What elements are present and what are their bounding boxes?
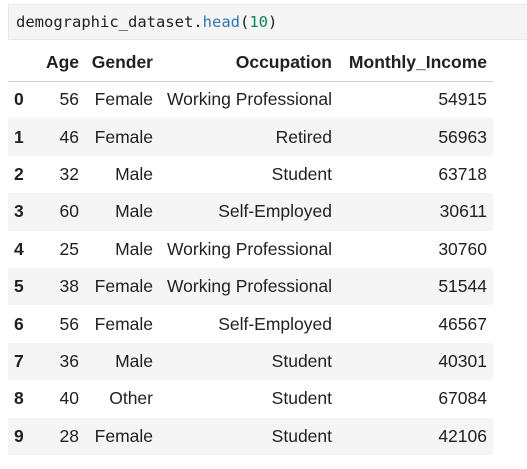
row-index: 4 [14,238,24,259]
cell-occupation: Working Professional [166,89,332,110]
index-column-header [8,45,36,82]
table-row: 4 25 Male Working Professional 30760 [8,231,493,268]
table-row: 5 38 Female Working Professional 51544 [8,267,493,306]
cell-gender: Female [94,313,153,334]
cell-occupation: Working Professional [166,276,332,297]
table-row: 8 40 Other Student 67084 [8,380,493,417]
code-object-name: demographic_dataset [16,13,194,31]
table-body: 0 56 Female Working Professional 54915 1 46 Fem… [8,81,493,455]
row-index: 5 [14,276,24,297]
cell-monthly-income: 56963 [438,126,487,147]
cell-gender: Female [94,425,153,446]
cell-age: 60 [59,201,79,222]
cell-monthly-income: 67084 [438,388,487,409]
cell-age: 56 [59,313,79,334]
cell-age: 38 [59,276,79,297]
row-index: 0 [14,89,24,110]
table-row: 7 36 Male Student 40301 [8,342,493,381]
row-index: 8 [14,388,24,409]
cell-monthly-income: 63718 [438,163,487,184]
table-row: 2 32 Male Student 63718 [8,156,493,193]
cell-age: 40 [59,388,79,409]
cell-occupation: Retired [275,126,332,147]
cell-age: 32 [59,163,79,184]
cell-gender: Female [94,89,153,110]
cell-gender: Male [115,201,153,222]
cell-monthly-income: 51544 [438,276,487,297]
cell-occupation: Self-Employed [218,201,332,222]
table-row: 6 56 Female Self-Employed 46567 [8,305,493,342]
cell-occupation: Student [271,388,332,409]
cell-age: 25 [59,238,79,259]
column-header-gender: Gender [85,45,159,82]
cell-occupation: Student [271,425,332,446]
cell-gender: Male [115,163,153,184]
cell-age: 56 [59,89,79,110]
code-argument: 10 [249,13,268,31]
row-index: 2 [14,163,24,184]
cell-gender: Female [94,126,153,147]
code-close-paren: ) [268,13,278,31]
column-header-monthly-income: Monthly_Income [338,45,493,82]
cell-occupation: Student [271,350,332,371]
code-dot: . [193,13,203,31]
cell-gender: Male [115,238,153,259]
cell-gender: Female [94,276,153,297]
code-cell[interactable]: demographic_dataset.head(10) [8,4,527,40]
row-index: 3 [14,201,24,222]
table-row: 1 46 Female Retired 56963 [8,118,493,156]
cell-occupation: Student [271,163,332,184]
cell-monthly-income: 30760 [438,238,487,259]
cell-gender: Male [115,350,153,371]
cell-age: 28 [59,425,79,446]
cell-gender: Other [109,388,153,409]
header-row: Age Gender Occupation Monthly_Income [8,45,493,82]
cell-monthly-income: 30611 [439,201,487,222]
table-header: Age Gender Occupation Monthly_Income [8,45,493,82]
cell-monthly-income: 40301 [438,350,487,371]
cell-monthly-income: 54915 [438,89,487,110]
column-header-age: Age [36,45,85,82]
cell-monthly-income: 46567 [438,313,487,334]
row-index: 6 [14,313,24,334]
table-row: 0 56 Female Working Professional 54915 [8,81,493,118]
table-row: 3 60 Male Self-Employed 30611 [8,193,493,231]
cell-age: 36 [59,350,79,371]
code-method-name: head [202,13,240,31]
dataframe-table: Age Gender Occupation Monthly_Income 0 56… [8,45,493,455]
table-row: 9 28 Female Student 42106 [8,417,493,455]
column-header-occupation: Occupation [159,45,338,82]
cell-occupation: Self-Employed [218,313,332,334]
cell-occupation: Working Professional [166,238,332,259]
row-index: 9 [14,425,24,446]
row-index: 7 [14,350,24,371]
cell-monthly-income: 42106 [438,425,487,446]
code-open-paren: ( [239,13,250,31]
row-index: 1 [14,126,24,147]
cell-age: 46 [59,126,79,147]
